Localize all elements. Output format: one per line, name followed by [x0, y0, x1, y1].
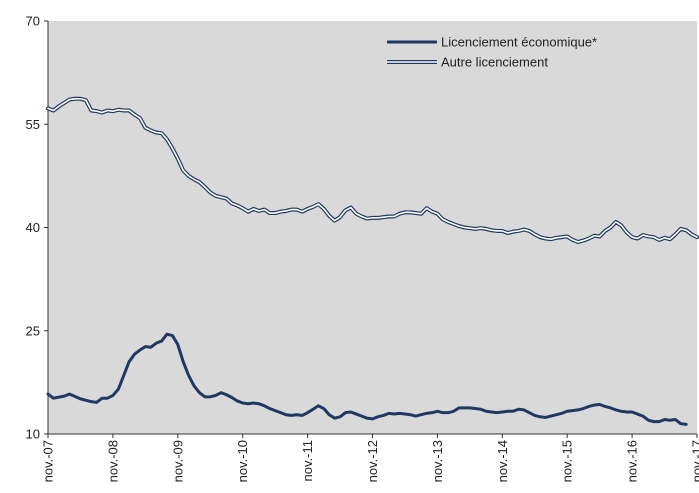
x-tick-label: nov.-13: [430, 440, 445, 482]
legend-item-2: Autre licenciement: [387, 55, 548, 70]
y-tick-label: 40: [26, 220, 40, 235]
x-tick-label: nov.-09: [170, 440, 185, 482]
y-tick-label: 70: [26, 14, 40, 29]
plot-area: [48, 21, 697, 434]
x-tick-label: nov.-15: [560, 440, 575, 482]
x-tick-label: nov.-08: [105, 440, 120, 482]
legend-label: Autre licenciement: [441, 55, 548, 70]
y-tick-label: 55: [26, 117, 40, 132]
y-axis: 10 25 40 55 70: [26, 14, 49, 442]
series-line-2: [46, 96, 699, 244]
x-tick-label: nov.-17: [690, 440, 699, 482]
y-tick-label: 10: [26, 427, 40, 442]
y-tick-label: 25: [26, 323, 40, 338]
x-tick-label: nov.-11: [300, 440, 315, 481]
series-layer: [46, 96, 699, 426]
x-tick-label: nov.-14: [495, 440, 510, 482]
x-tick-label: nov.-16: [625, 440, 640, 482]
legend: Licenciement économique* Autre licencieme…: [387, 35, 597, 70]
legend-label: Licenciement économique*: [441, 35, 597, 50]
x-tick-label: nov.-10: [235, 440, 250, 482]
x-tick-label: nov.-07: [41, 440, 56, 482]
legend-item-1: Licenciement économique*: [387, 35, 597, 50]
x-axis: nov.-07 nov.-08 nov.-09 nov.-10 nov.-11 nov.-…: [41, 433, 699, 482]
series-line-1: [46, 332, 688, 426]
x-tick-label: nov.-12: [365, 440, 380, 482]
